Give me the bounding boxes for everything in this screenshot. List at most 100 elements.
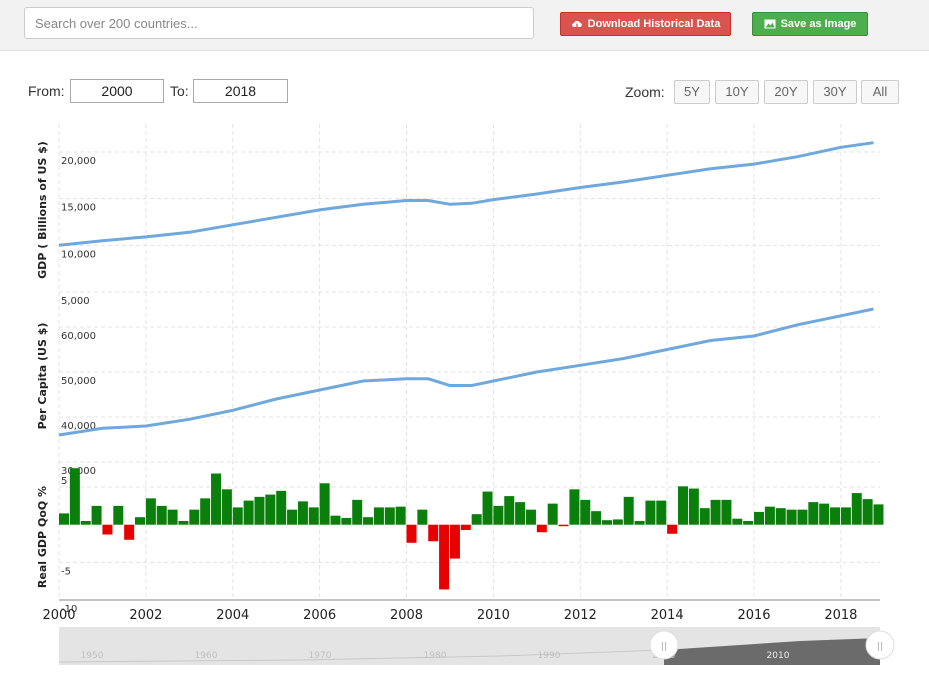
y-tick-label: 15,000 — [61, 203, 96, 214]
qoq-bar — [59, 513, 69, 525]
to-year-input[interactable]: 2018 — [193, 79, 288, 103]
y-tick-label: 40,000 — [61, 421, 96, 432]
qoq-bar — [200, 498, 211, 525]
qoq-bar — [732, 518, 743, 525]
qoq-bar — [471, 514, 482, 525]
qoq-bar — [276, 490, 287, 525]
qoq-bar — [352, 499, 363, 525]
qoq-bar — [341, 517, 352, 525]
qoq-bar — [623, 496, 634, 525]
qoq-bar — [764, 506, 775, 525]
save-as-image-button[interactable]: Save as Image — [752, 12, 868, 36]
qoq-bar — [873, 504, 884, 525]
qoq-bar — [124, 524, 135, 540]
qoq-bar — [743, 520, 754, 525]
gdp-axis-title: GDP ( Billions of US $) — [36, 141, 49, 279]
qoq-bar — [667, 524, 678, 534]
x-tick-label: 2006 — [303, 608, 336, 623]
qoq-bar — [580, 499, 591, 525]
save-button-label: Save as Image — [780, 18, 857, 30]
qoq-bar — [91, 505, 102, 525]
zoom-5y-button[interactable]: 5Y — [674, 80, 710, 104]
range-navigator[interactable]: 1950196019701980199020002010 || || — [58, 627, 895, 665]
navigator-year-label: 1960 — [195, 651, 218, 661]
navigator-selected-area — [664, 638, 880, 665]
qoq-bar — [797, 509, 808, 525]
qoq-bar — [536, 524, 547, 533]
zoom-10y-button[interactable]: 10Y — [715, 80, 759, 104]
qoq-bar — [591, 511, 602, 525]
qoq-bar — [786, 509, 797, 525]
right-handle-grip: || — [877, 642, 883, 652]
qoq-bar — [80, 520, 91, 525]
qoq-bar — [330, 515, 341, 525]
y-tick-label: -5 — [61, 566, 71, 577]
x-tick-label: 2004 — [216, 608, 249, 623]
y-tick-label: 5 — [61, 476, 67, 487]
qoq-bar — [384, 507, 395, 525]
qoq-bar — [504, 496, 515, 525]
qoq-bar — [265, 494, 276, 525]
qoq-bar — [167, 509, 178, 525]
zoom-all-button[interactable]: All — [861, 80, 899, 104]
qoq-bar — [493, 505, 504, 525]
qoq-bar — [460, 524, 471, 530]
navigator-left-handle[interactable]: || — [649, 630, 679, 660]
navigator-right-handle[interactable]: || — [865, 630, 895, 660]
qoq-bar — [862, 499, 873, 525]
qoq-bar — [851, 493, 862, 525]
navigator-year-label: 1970 — [309, 651, 332, 661]
navigator-year-label: 1990 — [538, 651, 561, 661]
navigator-year-label: 2010 — [767, 651, 790, 661]
x-tick-label: 2000 — [42, 608, 75, 623]
qoq-bar — [406, 524, 417, 543]
qoq-bar — [525, 509, 536, 525]
top-toolbar: Download Historical Data Save as Image — [0, 0, 929, 51]
per-capita-series-line — [58, 307, 874, 437]
image-icon — [764, 19, 776, 29]
qoq-bar — [819, 503, 830, 525]
qoq-bar — [710, 499, 721, 525]
qoq-bar — [634, 520, 645, 525]
qoq-bar — [221, 489, 232, 525]
qoq-bar — [428, 524, 439, 542]
navigator-series — [58, 649, 665, 663]
x-tick-label: 2002 — [129, 608, 162, 623]
qoq-bar — [721, 499, 732, 525]
real-gdp-qoq-panel: -10 -5 5 Real GDP QoQ % — [36, 468, 884, 615]
qoq-bar — [808, 502, 819, 525]
from-label: From: — [28, 83, 65, 99]
gdp-panel: 5,000 10,000 15,000 20,000 GDP ( Billions o… — [36, 141, 880, 307]
zoom-30y-button[interactable]: 30Y — [813, 80, 857, 104]
y-tick-label: 60,000 — [61, 331, 96, 342]
from-year-input[interactable]: 2000 — [70, 79, 164, 103]
qoq-bar — [612, 519, 623, 525]
x-tick-label: 2016 — [737, 608, 770, 623]
qoq-bar — [232, 507, 243, 525]
x-tick-label: 2010 — [477, 608, 510, 623]
qoq-bar — [113, 505, 124, 525]
qoq-bar — [178, 520, 189, 525]
country-search-input[interactable] — [24, 7, 534, 39]
zoom-label: Zoom: — [625, 84, 665, 100]
qoq-bar — [297, 501, 308, 525]
to-label: To: — [170, 83, 189, 99]
zoom-20y-button[interactable]: 20Y — [764, 80, 808, 104]
qoq-bar — [656, 500, 667, 525]
qoq-bar — [135, 517, 146, 525]
qoq-axis-title: Real GDP QoQ % — [36, 486, 49, 588]
qoq-bar — [688, 488, 699, 525]
x-axis-labels: 2000 2002 2004 2006 2008 2010 2012 2014 2016 2018 — [42, 608, 857, 623]
qoq-bar — [558, 524, 569, 527]
qoq-bar — [254, 496, 265, 525]
qoq-bar — [439, 524, 450, 590]
y-tick-label: 50,000 — [61, 376, 96, 387]
qoq-bar — [449, 524, 460, 559]
qoq-bar — [569, 489, 580, 525]
y-tick-label: -10 — [61, 604, 77, 615]
x-tick-label: 2014 — [651, 608, 684, 623]
download-historical-data-button[interactable]: Download Historical Data — [560, 12, 731, 36]
qoq-bar — [69, 468, 80, 525]
